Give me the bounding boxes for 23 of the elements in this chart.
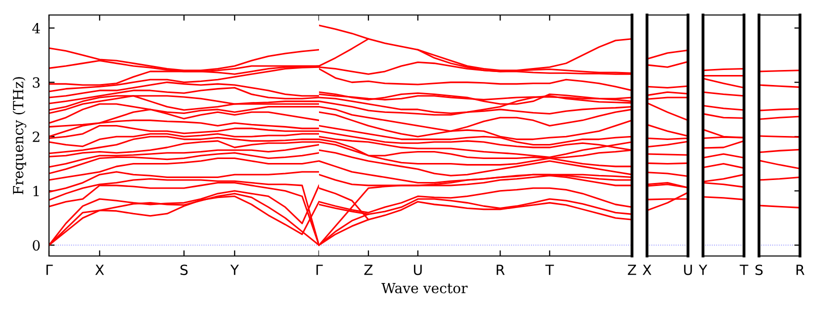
x-tick-label: Y <box>230 264 239 275</box>
x-tick-label: R <box>496 264 505 275</box>
x-tick-label: U <box>414 264 422 276</box>
x-tick-label: X <box>95 264 104 275</box>
x-tick-label: U <box>684 264 692 276</box>
y-axis-title: Frequency (THz) <box>12 77 26 194</box>
y-tick-label: 3 <box>32 77 40 88</box>
x-axis-title: Wave vector <box>381 282 468 294</box>
x-tick-label: Γ <box>316 264 323 275</box>
x-tick-label: R <box>796 264 804 275</box>
y-tick-label: 2 <box>32 132 40 142</box>
y-tick-label: 4 <box>32 22 40 34</box>
x-tick-label: S <box>180 264 188 276</box>
y-tick-label: 0 <box>32 240 40 251</box>
y-tick-label: 1 <box>34 186 39 196</box>
x-tick-label: T <box>740 264 748 275</box>
x-tick-label: S <box>756 264 763 276</box>
x-tick-label: X <box>642 264 652 275</box>
x-tick-label: Y <box>698 264 708 275</box>
x-tick-label: Γ <box>46 264 53 275</box>
x-tick-label: Z <box>364 264 373 275</box>
x-tick-label: Z <box>628 264 636 275</box>
x-tick-label: T <box>545 264 554 275</box>
